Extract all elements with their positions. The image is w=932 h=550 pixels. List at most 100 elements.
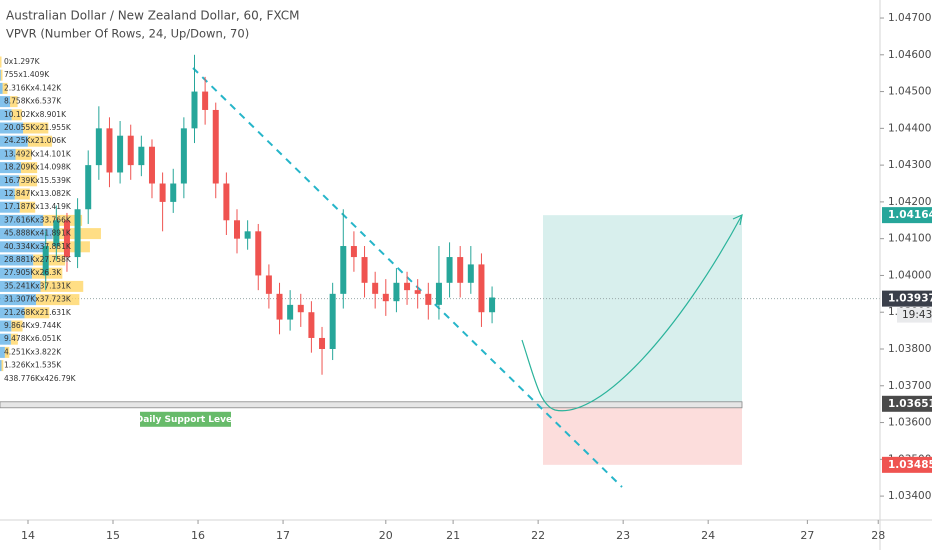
candle-body — [382, 293, 389, 302]
candle-body — [489, 297, 496, 313]
vpvr-label: 37.616Kx33.766K — [4, 215, 72, 224]
candle-body — [85, 165, 92, 210]
y-tick-label: 1.03800 — [888, 343, 931, 355]
vpvr-up — [0, 82, 3, 94]
y-tick-label: 1.03400 — [888, 490, 931, 502]
vpvr-down — [33, 254, 66, 266]
y-tick-label: 1.04500 — [888, 86, 931, 98]
vpvr-up — [0, 320, 12, 332]
chart-title: Australian Dollar / New Zealand Dollar, … — [6, 9, 299, 23]
y-tick-label: 1.04300 — [888, 159, 931, 171]
candle-body — [467, 264, 474, 283]
candle-body — [393, 282, 400, 302]
projection-curve — [521, 214, 743, 412]
vpvr-label: 13.492Kx14.101K — [4, 149, 72, 158]
candle-body — [244, 231, 251, 239]
vpvr-label: 2.316Kx4.142K — [4, 83, 62, 92]
vpvr-up — [0, 109, 12, 121]
x-tick-label: 21 — [446, 529, 460, 542]
projection-arrow — [732, 213, 743, 226]
support-label: Daily Support Level — [136, 415, 235, 425]
candle-body — [478, 264, 485, 313]
vpvr-down — [11, 320, 23, 332]
vpvr-total: 438.776Kx426.79K — [4, 374, 77, 383]
support-zone — [0, 401, 743, 409]
candle-body — [127, 135, 134, 166]
vpvr-down — [4, 346, 10, 358]
y-tick-label: 1.04000 — [888, 269, 931, 281]
candle-body — [329, 293, 336, 349]
vpvr-up — [0, 69, 1, 81]
price-tag — [882, 207, 932, 224]
vpvr-label: 8.758Kx6.537K — [4, 97, 62, 106]
candle-body — [95, 128, 102, 166]
vpvr-up — [0, 96, 11, 108]
vpvr-label: 17.187Kx13.419K — [4, 202, 72, 211]
vpvr-up — [0, 175, 20, 187]
vpvr-up — [0, 307, 25, 319]
vpvr-label: 18.209Kx14.098K — [4, 163, 72, 172]
countdown-label: 19:43 — [902, 309, 932, 321]
vpvr-down — [19, 175, 38, 187]
x-tick-label: 14 — [21, 529, 35, 542]
candle-body — [212, 109, 219, 184]
price-tag — [882, 395, 932, 412]
vpvr-label: 35.241Kx37.131K — [4, 281, 72, 290]
vpvr-label: 0x1.297K — [4, 57, 41, 66]
candle-body — [53, 220, 60, 247]
candle-body — [63, 220, 70, 258]
vpvr-up — [0, 333, 11, 345]
candle-body — [435, 282, 442, 305]
vpvr-down — [10, 96, 18, 108]
vpvr-up — [0, 214, 44, 226]
price-tag — [882, 290, 932, 307]
y-tick-label: 1.03700 — [888, 380, 931, 392]
candle-body — [276, 293, 283, 320]
vpvr-up — [0, 135, 28, 147]
candle-body — [223, 183, 230, 221]
vpvr-label: 45.888Kx41.891K — [4, 229, 72, 238]
profit-zone — [543, 215, 742, 404]
vpvr-down — [43, 214, 83, 226]
vpvr-up — [0, 188, 15, 200]
vpvr-down — [0, 69, 3, 81]
candle-body — [446, 257, 453, 283]
candle-body — [361, 257, 368, 283]
loss-zone — [543, 403, 742, 465]
vpvr-up — [0, 241, 47, 253]
price-tag — [882, 456, 932, 473]
y-tick-label: 1.03600 — [888, 417, 931, 429]
candle-body — [372, 282, 379, 294]
vpvr-label: 1.326Kx1.535K — [4, 361, 62, 370]
candle-body — [287, 304, 294, 320]
candle-body — [180, 128, 187, 184]
x-tick-label: 27 — [800, 529, 814, 542]
vpvr-up — [0, 360, 2, 372]
vpvr-label: 12.847Kx13.082K — [4, 189, 72, 198]
x-tick-label: 23 — [616, 529, 630, 542]
vpvr-up — [0, 228, 53, 240]
vpvr-down — [1, 360, 4, 372]
candle-body — [138, 146, 145, 166]
vpvr-down — [40, 280, 84, 292]
vpvr-down — [23, 122, 49, 134]
vpvr-down — [2, 82, 8, 94]
vpvr-up — [0, 280, 41, 292]
candle-body — [159, 183, 166, 202]
vpvr-up — [0, 162, 21, 174]
vpvr-label: 24.25Kx21.006K — [4, 136, 67, 145]
vpvr-label: 40.334Kx37.881K — [4, 242, 72, 251]
price-tag-label: 1.03485 — [888, 459, 932, 471]
x-tick-label: 22 — [531, 529, 545, 542]
candle-body — [404, 282, 411, 291]
candle-body — [202, 91, 209, 110]
price-tag-label: 1.03651 — [888, 398, 932, 410]
candle-body — [308, 312, 315, 338]
vpvr-down — [19, 201, 36, 213]
y-tick-label: 1.04200 — [888, 196, 931, 208]
vpvr-label: 27.905Kx26.3K — [4, 268, 62, 277]
candle-body — [297, 304, 304, 313]
candle-body — [425, 293, 432, 305]
vpvr-label: 28.881Kx27.758K — [4, 255, 72, 264]
